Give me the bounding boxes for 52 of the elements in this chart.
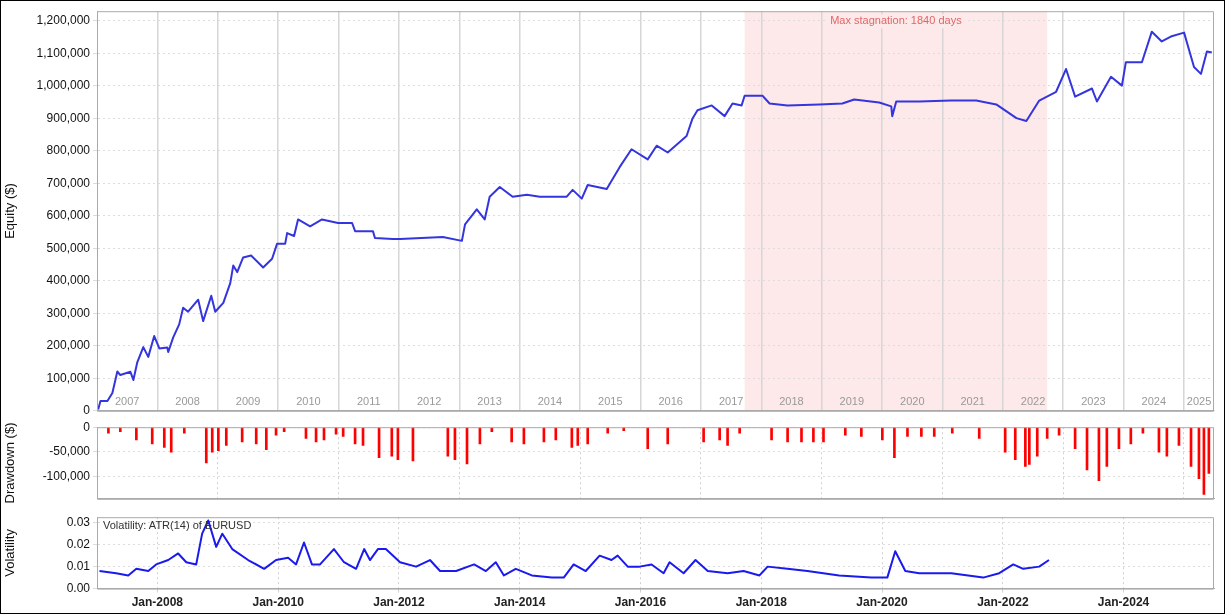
annotation: 2013 — [477, 395, 502, 408]
band-label: Max stagnation: 1840 days — [830, 13, 963, 26]
annotation: 2018 — [779, 395, 804, 408]
y-tick-label: 300,000 — [46, 305, 91, 320]
annotation: 2009 — [235, 395, 261, 408]
x-tick-label: Jan-2024 — [1097, 595, 1150, 610]
y-tick-label: 500,000 — [46, 240, 91, 255]
y-tick-label: 800,000 — [46, 143, 91, 158]
x-tick-label: Jan-2018 — [735, 595, 788, 610]
y-tick-label: 0 — [83, 419, 91, 434]
annotation: 2012 — [416, 395, 442, 408]
annotation: 2015 — [598, 395, 623, 408]
annotation: 2021 — [960, 395, 985, 408]
annotation: 2011 — [356, 395, 381, 408]
y-axis-title: Equity ($) — [2, 183, 18, 239]
x-tick-label: Jan-2016 — [614, 595, 667, 610]
y-tick-label: 200,000 — [46, 338, 91, 353]
annotation: 2020 — [900, 395, 925, 408]
y-tick-label: 0.01 — [66, 558, 91, 573]
y-tick-label: 600,000 — [46, 208, 91, 223]
y-tick-label: -50,000 — [49, 444, 91, 459]
y-tick-label: 0.03 — [66, 515, 91, 529]
annotation: 2023 — [1081, 395, 1106, 408]
y-tick-label: 1,000,000 — [36, 78, 91, 93]
y-tick-label: 0.00 — [66, 580, 91, 595]
x-tick-label: Jan-2014 — [494, 595, 546, 610]
y-tick-label: 0 — [83, 403, 91, 418]
y-axis-title: Volatility — [2, 528, 18, 577]
annotation: 2019 — [839, 395, 865, 408]
annotation: 2007 — [114, 395, 140, 408]
annotation: 2010 — [296, 395, 321, 408]
annotation: 2025 — [1186, 395, 1212, 408]
y-tick-label: 1,100,000 — [36, 45, 91, 60]
x-tick-label: Jan-2022 — [977, 595, 1029, 610]
x-tick-label: Jan-2020 — [856, 595, 909, 610]
annotation: 2024 — [1141, 395, 1167, 408]
annotation: 2017 — [718, 395, 744, 408]
x-tick-label: Jan-2010 — [252, 595, 305, 610]
x-tick-label: Jan-2012 — [373, 595, 425, 610]
y-tick-label: 900,000 — [46, 110, 91, 125]
annotation: 2016 — [658, 395, 683, 408]
y-tick-label: 100,000 — [46, 370, 91, 385]
x-tick-label: Jan-2008 — [131, 595, 184, 610]
y-tick-label: 0.02 — [66, 536, 91, 551]
y-tick-label: 1,200,000 — [36, 13, 91, 28]
annotation: 2022 — [1020, 395, 1046, 408]
annotation: 2008 — [175, 395, 200, 408]
annotation: 2014 — [537, 395, 563, 408]
y-tick-label: 400,000 — [46, 273, 91, 288]
y-axis-title: Drawdown ($) — [2, 422, 18, 504]
y-tick-label: -100,000 — [42, 468, 91, 483]
y-tick-label: 700,000 — [46, 175, 91, 190]
